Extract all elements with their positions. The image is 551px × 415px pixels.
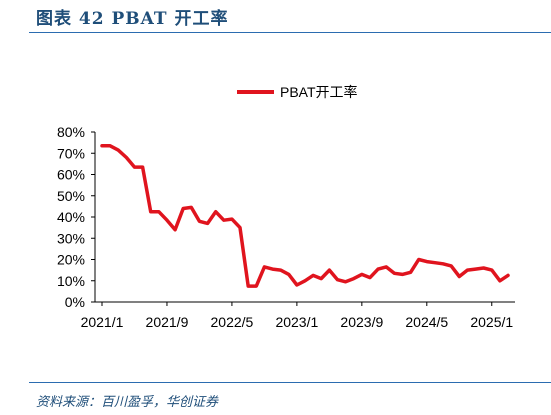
y-axis: 0% 10% 20% 30% 40% 50% 60% 70% 80% (57, 124, 96, 310)
x-tick-label: 2021/1 (81, 314, 124, 330)
x-tick-label: 2023/1 (275, 314, 318, 330)
series-line (100, 144, 510, 288)
x-tick-label: 2024/5 (405, 314, 448, 330)
y-tick-label: 80% (57, 124, 85, 140)
x-axis: 2021/1 2021/9 2022/5 2023/1 2023/9 2024/5 2025… (81, 301, 515, 330)
figure-title: 图表 42 PBAT 开工率 (36, 9, 229, 29)
source-rule (29, 382, 551, 383)
y-tick-label: 30% (57, 230, 85, 246)
y-tick-label: 70% (57, 145, 85, 161)
x-tick-label: 2022/5 (211, 314, 254, 330)
y-tick-label: 50% (57, 188, 85, 204)
y-tick-label: 20% (57, 252, 85, 268)
legend: PBAT开工率 (237, 84, 358, 100)
x-tick-label: 2021/9 (146, 314, 189, 330)
legend-label: PBAT开工率 (280, 84, 358, 100)
y-tick-label: 60% (57, 167, 85, 183)
line-chart: 0%10%20%30%40%50%60%70%80% 2021/1 2021/9 2… (57, 84, 515, 330)
y-tick-label: 0% (65, 294, 85, 310)
title-rule (29, 32, 551, 33)
series-layer (100, 144, 510, 288)
source-note: 资料来源：百川盈孚，华创证券 (36, 395, 219, 410)
x-tick-label: 2023/9 (340, 314, 383, 330)
x-tick-label: 2025/1 (470, 314, 513, 330)
y-tick-label: 10% (57, 273, 85, 289)
y-tick-label: 40% (57, 209, 85, 225)
